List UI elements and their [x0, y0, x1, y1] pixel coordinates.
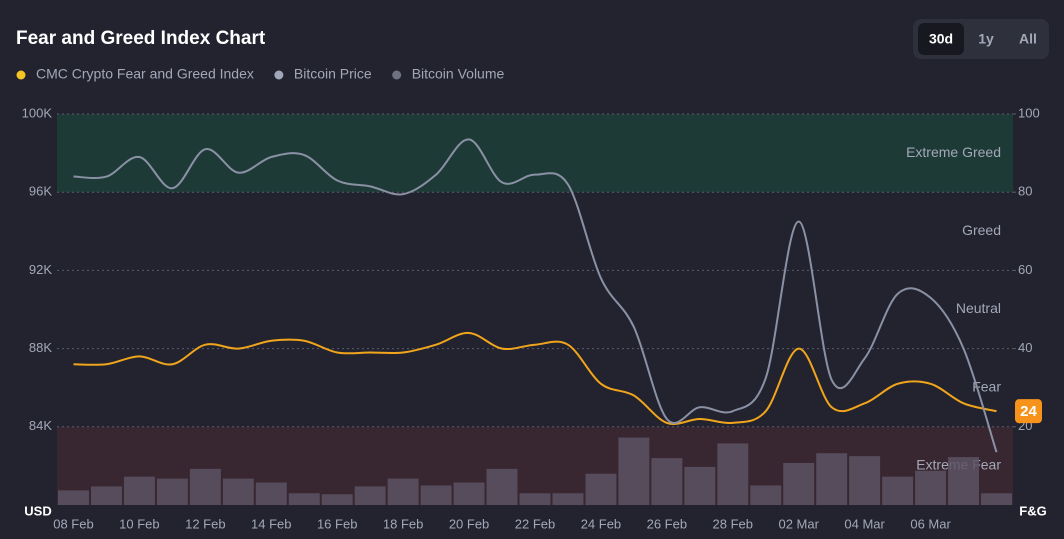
x-tick-label: 08 Feb — [53, 516, 93, 531]
y-tick-label: 88K — [29, 340, 52, 355]
volume-bar — [354, 486, 386, 505]
volume-bar — [618, 437, 650, 505]
volume-bar — [717, 443, 749, 505]
volume-bar — [321, 494, 353, 505]
legend-label: Bitcoin Volume — [412, 66, 505, 82]
volume-bar — [255, 482, 287, 505]
volume-bar — [948, 457, 980, 505]
volume-bar — [684, 466, 716, 505]
volume-bar — [288, 493, 320, 505]
current-value: 24 — [1020, 403, 1037, 420]
legend-label: Bitcoin Price — [294, 66, 372, 82]
y2-tick-label: 100 — [1018, 105, 1040, 120]
x-tick-label: 14 Feb — [251, 516, 291, 531]
series-line — [73, 331, 997, 425]
y-tick-label: 100K — [22, 105, 53, 120]
volume-bar — [783, 462, 815, 505]
y2-tick-label: 60 — [1018, 262, 1032, 277]
legend-marker — [274, 70, 284, 80]
volume-bar — [882, 476, 914, 505]
volume-bar — [651, 458, 683, 505]
y-axis-label: USD — [24, 503, 51, 518]
current-badge — [1015, 399, 1042, 424]
series-line — [73, 138, 998, 453]
x-tick-label: 02 Mar — [778, 516, 819, 531]
range-button[interactable]: 1y — [978, 31, 994, 47]
zone-label: Fear — [972, 378, 1001, 394]
volume-bar — [453, 482, 485, 505]
x-tick-label: 26 Feb — [647, 516, 687, 531]
volume-bar — [750, 485, 782, 505]
volume-bar — [981, 493, 1012, 505]
x-tick-label: 10 Feb — [119, 516, 159, 531]
x-tick-label: 06 Mar — [910, 516, 951, 531]
y2-tick-label: 80 — [1018, 184, 1032, 199]
x-tick-label: 28 Feb — [713, 516, 753, 531]
x-tick-label: 24 Feb — [581, 516, 621, 531]
volume-bar — [849, 456, 881, 505]
zone-label: Greed — [962, 222, 1001, 238]
x-tick-label: 16 Feb — [317, 516, 357, 531]
range-button[interactable]: 30d — [929, 31, 953, 47]
volume-bar — [420, 485, 452, 505]
volume-bar — [189, 468, 221, 505]
volume-bar — [387, 478, 419, 505]
chart-title: Fear and Greed Index Chart — [16, 28, 266, 49]
legend-marker — [392, 70, 402, 80]
x-tick-label: 22 Feb — [515, 516, 555, 531]
zone-label: Extreme Greed — [906, 144, 1001, 160]
volume-bar — [90, 486, 122, 505]
volume-bar — [156, 478, 188, 505]
volume-bar — [519, 493, 551, 505]
y-tick-label: 92K — [29, 262, 52, 277]
range-button-active[interactable] — [918, 23, 964, 55]
y-tick-label: 84K — [29, 418, 52, 433]
x-tick-label: 12 Feb — [185, 516, 225, 531]
volume-bar — [585, 473, 617, 505]
range-button[interactable]: All — [1019, 31, 1037, 47]
y2-tick-label: 40 — [1018, 340, 1032, 355]
y-tick-label: 96K — [29, 184, 52, 199]
zone-label: Neutral — [956, 300, 1001, 316]
volume-bar — [123, 476, 155, 505]
x-tick-label: 04 Mar — [844, 516, 885, 531]
volume-bar — [552, 493, 584, 505]
volume-bar — [915, 470, 947, 505]
x-tick-label: 18 Feb — [383, 516, 423, 531]
legend-label: CMC Crypto Fear and Greed Index — [36, 66, 254, 82]
y2-axis-label: F&G — [1019, 503, 1046, 518]
volume-bar — [816, 453, 848, 505]
volume-bar — [58, 490, 89, 505]
volume-bar — [222, 478, 254, 505]
legend-marker — [16, 70, 26, 80]
x-tick-label: 20 Feb — [449, 516, 489, 531]
volume-bar — [486, 468, 518, 505]
